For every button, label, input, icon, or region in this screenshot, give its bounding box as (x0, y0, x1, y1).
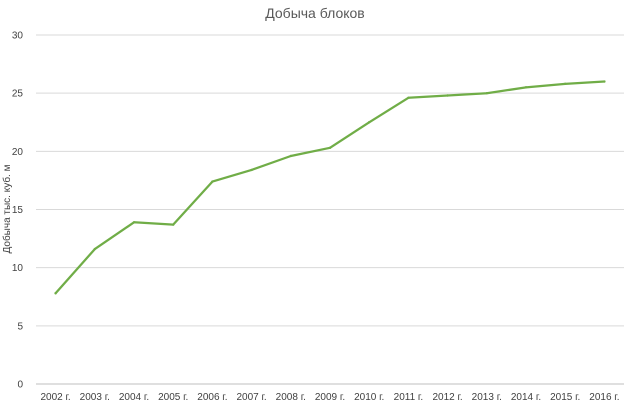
data-point-2004 (132, 221, 136, 224)
data-point-2013 (485, 91, 488, 95)
x-tick-label: 2002 г. (40, 392, 70, 403)
data-point-2010 (368, 121, 371, 124)
data-point-2008 (289, 154, 292, 158)
x-tick-label: 2013 г. (472, 392, 502, 403)
data-point-2007 (250, 168, 253, 172)
y-tick-label: 25 (12, 89, 24, 100)
x-tick-label: 2007 г. (236, 392, 266, 403)
data-point-2006 (211, 180, 214, 183)
x-tick-label: 2003 г. (80, 392, 110, 403)
x-tick-label: 2010 г. (354, 392, 384, 403)
data-point-2015 (564, 82, 567, 86)
x-tick-label: 2009 г. (315, 392, 345, 403)
data-point-2003 (93, 247, 97, 251)
y-tick-labels: 0 5 10 15 20 25 30 (12, 31, 24, 391)
y-tick-label: 20 (12, 147, 24, 158)
x-tick-label: 2005 г. (158, 392, 188, 403)
y-axis-label: Добыча тыс. куб. м (1, 164, 13, 253)
x-tick-label: 2015 г. (550, 392, 580, 403)
x-tick-label: 2012 г. (432, 392, 462, 403)
data-point-2009 (328, 146, 332, 150)
x-tick-label: 2014 г. (511, 392, 541, 403)
x-tick-label: 2006 г. (197, 392, 227, 403)
data-point-2005 (172, 223, 175, 226)
y-tick-label: 30 (12, 31, 24, 42)
data-point-2011 (407, 96, 410, 100)
x-tick-label: 2004 г. (119, 392, 149, 403)
y-tick-label: 15 (12, 205, 24, 216)
data-point-2012 (446, 94, 449, 97)
x-tick-label: 2011 г. (394, 392, 424, 403)
x-tick-labels: 2002 г. 2003 г. 2004 г. 2005 г. 2006 г. 2007 … (40, 392, 619, 403)
series-line (54, 80, 606, 295)
y-tick-label: 0 (17, 380, 23, 391)
y-tick-label: 5 (17, 321, 23, 332)
gridlines (36, 34, 624, 385)
x-tick-label: 2016 г. (589, 392, 619, 403)
chart-title: Добыча блоков (265, 5, 364, 21)
series-layer (54, 80, 606, 295)
data-point-2014 (524, 86, 528, 89)
data-point-2016 (603, 80, 606, 83)
data-point-2002 (54, 292, 57, 295)
y-tick-label: 10 (12, 263, 24, 274)
x-tick-label: 2008 г. (276, 392, 306, 403)
